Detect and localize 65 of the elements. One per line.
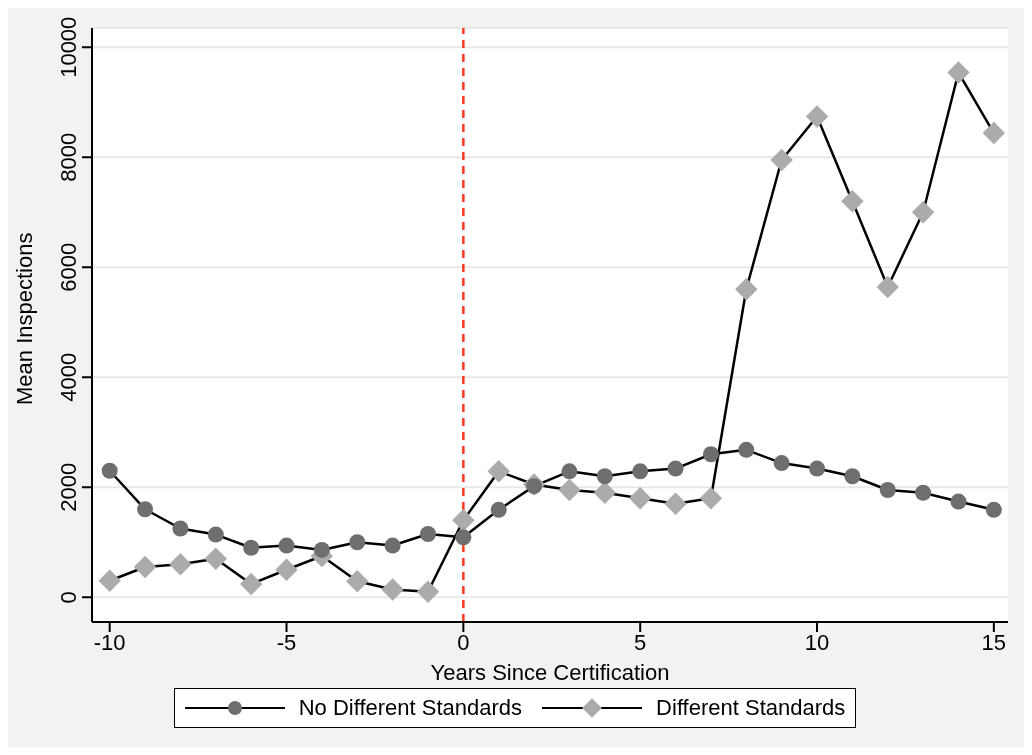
point (487, 460, 510, 483)
x-tick-label: 0 (457, 629, 470, 655)
point (596, 468, 613, 485)
point (381, 578, 404, 601)
point (664, 492, 687, 515)
point (275, 558, 298, 581)
y-tick-label: 0 (56, 591, 81, 604)
point (278, 537, 295, 554)
point (349, 534, 366, 551)
x-axis-title: Years Since Certification (430, 660, 670, 685)
point (346, 570, 369, 593)
point (876, 275, 899, 299)
x-tick-label: -5 (276, 629, 297, 655)
point (137, 501, 154, 518)
y-tick-label: 4000 (56, 352, 81, 402)
point (452, 509, 475, 532)
point (207, 526, 224, 543)
point (313, 541, 330, 558)
point (628, 487, 652, 510)
point (416, 580, 440, 603)
point (172, 520, 189, 537)
y-tick-label: 2000 (56, 462, 81, 512)
y-tick-label: 8000 (56, 132, 81, 182)
point (98, 569, 121, 592)
point (667, 460, 684, 477)
point (243, 539, 260, 556)
legend-label: Different Standards (656, 695, 846, 721)
point (101, 462, 118, 479)
point (490, 501, 507, 518)
point (738, 441, 755, 458)
point (985, 501, 1002, 518)
point (950, 493, 967, 510)
point (384, 537, 401, 554)
point (632, 463, 649, 480)
point (169, 553, 192, 576)
point (809, 460, 826, 477)
point (702, 446, 719, 463)
point (773, 455, 790, 472)
legend-label: No Different Standards (298, 695, 523, 721)
point (593, 481, 617, 504)
point (419, 526, 436, 542)
point (239, 572, 263, 596)
point (911, 201, 935, 224)
y-tick-label: 6000 (56, 242, 81, 292)
point (841, 190, 864, 213)
point (982, 121, 1006, 145)
x-tick-label: -10 (93, 629, 126, 655)
x-tick-label: 5 (634, 629, 647, 655)
point (699, 487, 723, 510)
y-tick-label: 10000 (56, 16, 81, 78)
point (558, 478, 581, 502)
point (879, 482, 896, 498)
point (915, 484, 932, 501)
point (204, 547, 227, 570)
point (455, 529, 472, 546)
point (133, 555, 157, 579)
point (770, 148, 793, 172)
point (561, 463, 578, 480)
x-tick-label: 15 (981, 629, 1007, 655)
y-axis-title: Mean Inspections (11, 232, 37, 405)
point (947, 61, 970, 84)
point (805, 105, 829, 128)
point (735, 278, 758, 301)
point (844, 468, 861, 485)
x-tick-label: 10 (804, 629, 830, 655)
